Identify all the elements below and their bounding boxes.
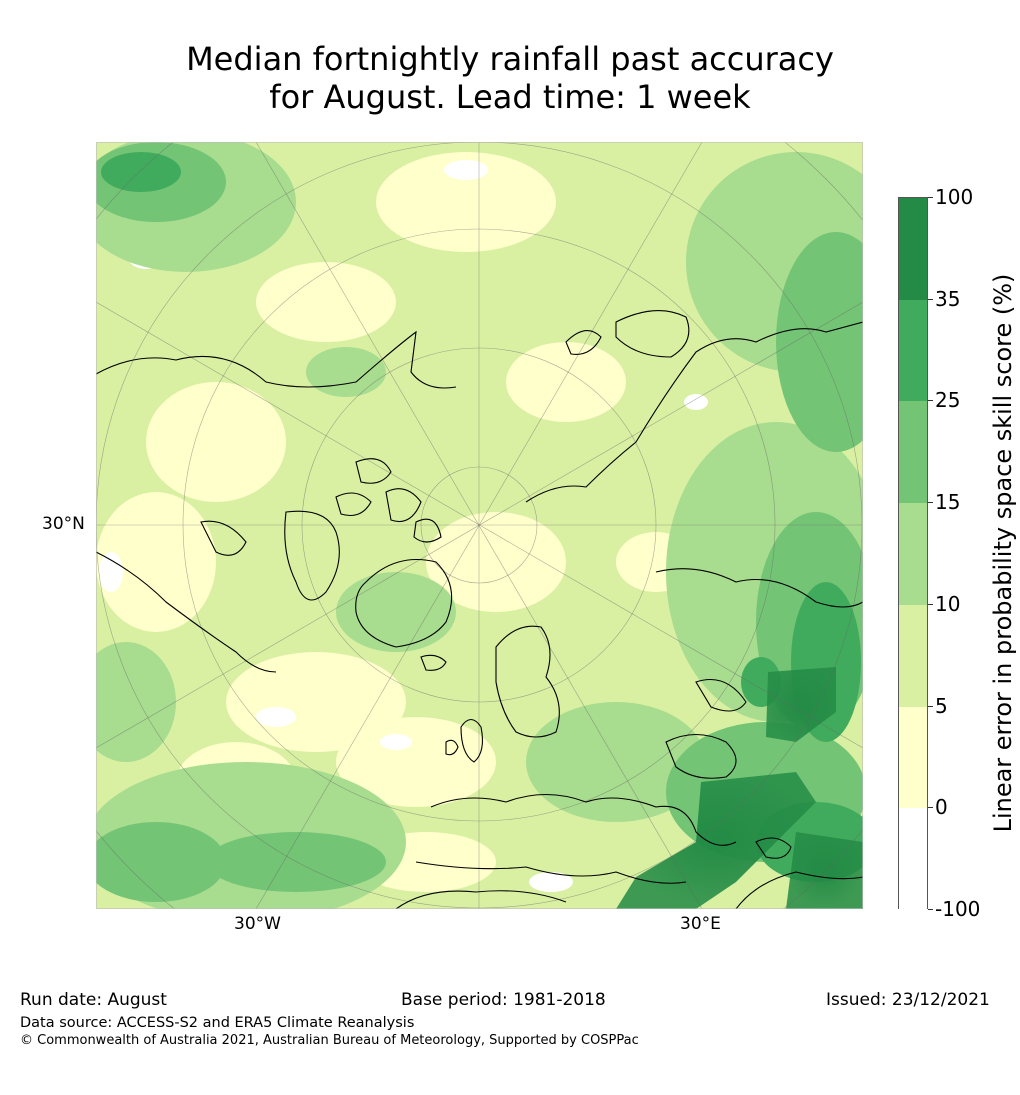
colorbar-segment: [899, 503, 927, 606]
colorbar: [898, 197, 928, 911]
colorbar-label: Linear error in probability space skill …: [989, 273, 1017, 833]
colorbar-segment: [899, 706, 927, 809]
colorbar-tick-label: 100: [935, 185, 974, 209]
coastlines: [96, 310, 863, 909]
skill-field-very-high: [616, 667, 863, 909]
skill-field-low: [96, 152, 696, 892]
colorbar-tick-mark: [928, 298, 933, 300]
polar-map: [96, 142, 863, 909]
colorbar-tick-mark: [928, 197, 933, 198]
chart-title: Median fortnightly rainfall past accurac…: [0, 40, 1020, 116]
colorbar-tick-mark: [928, 502, 933, 504]
issued-date: Issued: 23/12/2021: [826, 990, 990, 1010]
base-period: Base period: 1981-2018: [401, 990, 606, 1010]
colorbar-segment: [899, 299, 927, 402]
latitude-label-30n: 30°N: [42, 514, 85, 534]
colorbar-tick-label: -100: [935, 897, 981, 921]
colorbar-tick-label: 15: [935, 490, 961, 515]
colorbar-tick-label: 0: [935, 795, 948, 820]
longitude-label-30w: 30°W: [234, 914, 281, 934]
colorbar-tick-mark: [928, 400, 933, 402]
colorbar-tick-label: 35: [935, 286, 961, 311]
title-line-1: Median fortnightly rainfall past accurac…: [186, 40, 834, 78]
colorbar-tick-label: 5: [935, 693, 948, 718]
colorbar-segment: [899, 604, 927, 707]
colorbar-tick-mark: [928, 909, 933, 910]
colorbar-tick-mark: [928, 603, 933, 605]
colorbar-segment: [899, 808, 927, 911]
map-frame: [96, 142, 863, 909]
longitude-label-30e: 30°E: [680, 914, 721, 934]
colorbar-segment: [899, 401, 927, 504]
colorbar-tick-label: 25: [935, 388, 961, 413]
title-line-2: for August. Lead time: 1 week: [269, 78, 751, 116]
copyright-notice: © Commonwealth of Australia 2021, Austra…: [20, 1033, 639, 1048]
run-date: Run date: August: [20, 990, 167, 1010]
map-canvas: [96, 142, 863, 909]
colorbar-segment: [899, 198, 927, 300]
colorbar-tick-mark: [928, 705, 933, 707]
colorbar-tick-label: 10: [935, 591, 961, 616]
graticule: [96, 142, 863, 909]
colorbar-tick-mark: [928, 807, 933, 809]
data-source: Data source: ACCESS-S2 and ERA5 Climate …: [20, 1015, 415, 1031]
